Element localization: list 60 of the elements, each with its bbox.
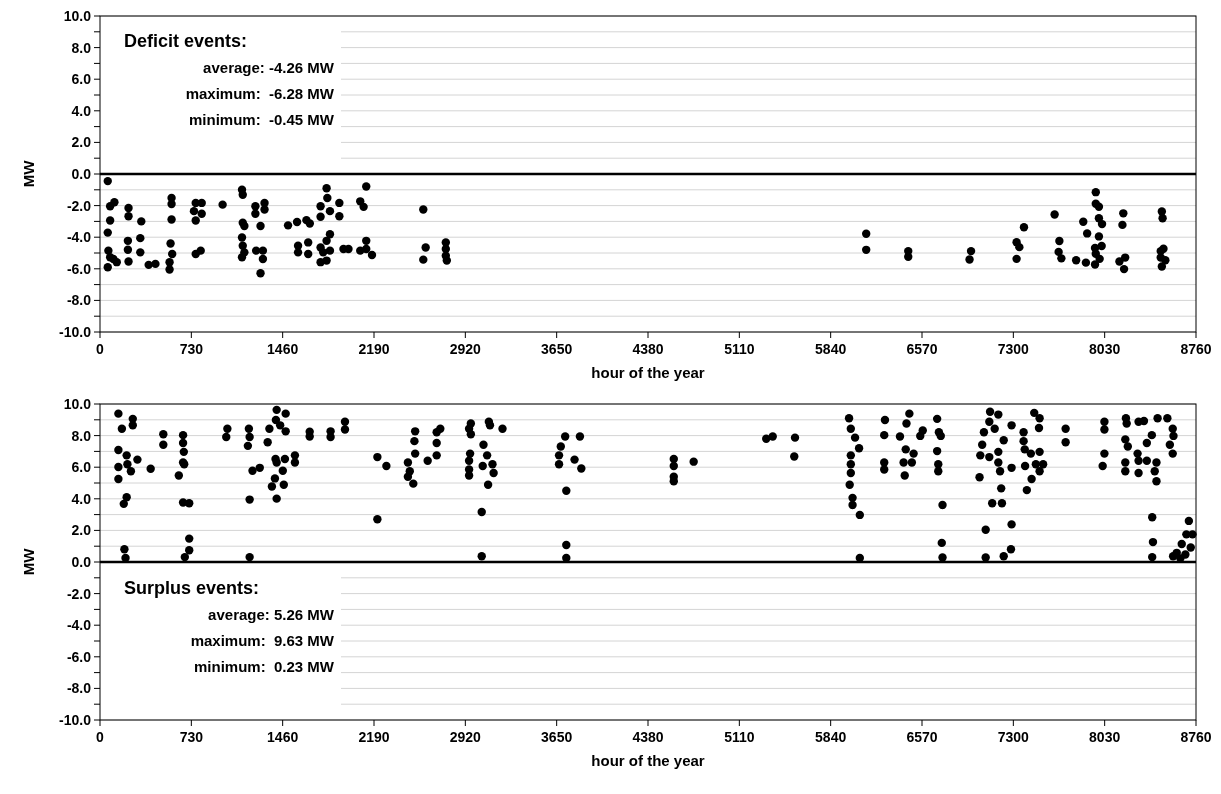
annotation: maximum: 9.63 MW [190,632,335,649]
y-tick-label: 0.0 [71,165,92,182]
annotation: average: -4.26 MW [203,59,335,76]
y-tick-label: -6.0 [66,648,92,665]
annotation: minimum: -0.45 MW [188,111,335,128]
x-tick-label: 5840 [815,729,847,745]
y-tick-label: 8.0 [71,427,92,444]
y-tick-label: 4.0 [71,102,92,119]
x-tick-label: 3650 [541,729,573,745]
x-axis-title: hour of the year [591,364,705,381]
x-tick-label: 8760 [1180,341,1212,357]
x-tick-label: 1460 [267,341,299,357]
y-tick-label: -6.0 [66,260,92,277]
y-tick-label: 4.0 [71,490,92,507]
y-tick-label: -2.0 [66,585,92,602]
y-tick-label: -4.0 [66,229,92,246]
annotation: Surplus events: [124,578,260,598]
x-tick-label: 3650 [541,341,573,357]
y-tick-label: -8.0 [66,292,92,309]
y-axis-title: MW [20,159,37,188]
x-tick-label: 8030 [1089,341,1121,357]
y-tick-label: 6.0 [71,459,92,476]
annotation: minimum: 0.23 MW [193,658,335,675]
x-tick-label: 7300 [997,729,1030,745]
y-tick-label: -8.0 [66,680,92,697]
y-axis-title: MW [20,547,37,576]
y-tick-label: -10.0 [59,323,92,340]
x-tick-label: 6570 [906,729,938,745]
annotation: average: 5.26 MW [208,606,335,623]
y-tick-label: -4.0 [66,617,92,634]
y-tick-label: 10.0 [63,7,92,24]
x-tick-label: 4380 [632,341,664,357]
x-tick-label: 5110 [724,341,755,357]
annotation: Deficit events: [124,31,248,51]
annotation: maximum: -6.28 MW [185,85,335,102]
x-tick-label: 0 [96,341,105,357]
y-tick-label: 6.0 [71,71,92,88]
y-tick-label: -2.0 [66,197,92,214]
x-tick-label: 2190 [358,341,390,357]
y-tick-label: 10.0 [63,395,92,412]
x-tick-label: 8030 [1089,729,1121,745]
y-tick-label: -10.0 [59,711,92,728]
x-tick-label: 7300 [997,341,1030,357]
y-tick-label: 2.0 [71,522,92,539]
x-tick-label: 730 [179,729,204,745]
x-tick-label: 6570 [906,341,938,357]
x-tick-label: 2920 [449,729,482,745]
x-tick-label: 1460 [267,729,299,745]
x-tick-label: 5840 [815,341,847,357]
y-tick-label: 8.0 [71,39,92,56]
x-tick-label: 4380 [632,729,664,745]
x-axis-title: hour of the year [591,752,705,769]
x-tick-label: 0 [96,729,105,745]
y-tick-label: 2.0 [71,134,92,151]
x-tick-label: 2920 [449,341,482,357]
x-tick-label: 5110 [724,729,755,745]
y-tick-label: 0.0 [71,553,92,570]
x-tick-label: 730 [179,341,204,357]
x-tick-label: 8760 [1180,729,1212,745]
x-tick-label: 2190 [358,729,390,745]
